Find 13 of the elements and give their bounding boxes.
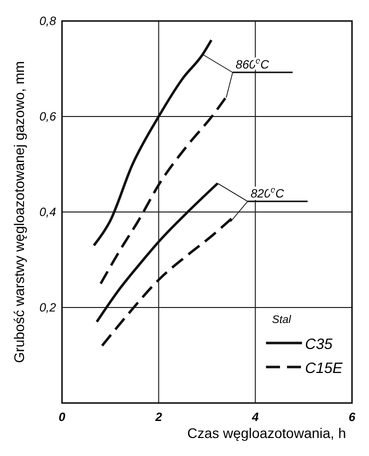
y-tick-label: 0,4 — [39, 205, 56, 219]
legend-label: C15E — [305, 360, 344, 377]
x-tick-label: 0 — [58, 410, 66, 424]
y-tick-label: 0,8 — [39, 14, 56, 28]
legend-label: C35 — [305, 336, 334, 353]
x-tick-label: 2 — [154, 410, 162, 424]
x-axis-title: Czas węgloazotowania, h — [187, 425, 346, 441]
y-tick-label: 0,2 — [39, 300, 56, 314]
legend-title: Stal — [272, 314, 292, 326]
y-axis-title: Grubość warstwy węgloazotowanej gazowo, mm — [11, 61, 27, 363]
y-tick-label: 0,6 — [39, 110, 56, 124]
x-tick-label: 6 — [348, 410, 356, 424]
x-tick-label: 4 — [250, 410, 259, 424]
